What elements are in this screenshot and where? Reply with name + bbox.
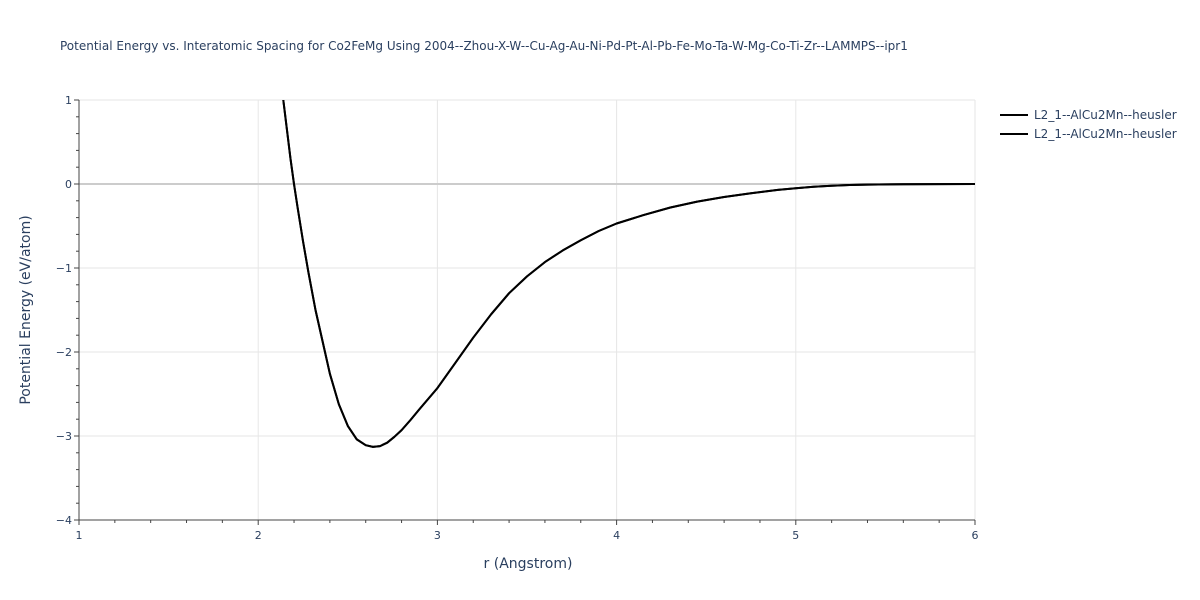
tick-labels: 1 2 3 4 5 6 1 0 −1 −2 −3 −4 bbox=[56, 94, 979, 542]
x-tick-label: 1 bbox=[76, 529, 83, 542]
plot-area bbox=[282, 100, 975, 448]
y-tick-label: 0 bbox=[65, 178, 72, 191]
x-tick-label: 5 bbox=[792, 529, 799, 542]
x-tick-label: 4 bbox=[613, 529, 620, 542]
legend-label: L2_1--AlCu2Mn--heusler bbox=[1034, 127, 1177, 141]
legend[interactable]: L2_1--AlCu2Mn--heusler L2_1--AlCu2Mn--heu… bbox=[1000, 108, 1177, 141]
y-tick-label: −4 bbox=[56, 514, 72, 527]
x-axis-title: r (Angstrom) bbox=[484, 556, 573, 572]
x-tick-label: 3 bbox=[434, 529, 441, 542]
series-line-2 bbox=[282, 100, 975, 448]
grid bbox=[79, 99, 976, 520]
x-tick-label: 6 bbox=[972, 529, 979, 542]
chart-title: Potential Energy vs. Interatomic Spacing… bbox=[60, 39, 908, 53]
legend-label: L2_1--AlCu2Mn--heusler bbox=[1034, 108, 1177, 122]
axes bbox=[74, 99, 976, 525]
x-tick-label: 2 bbox=[255, 529, 262, 542]
y-tick-label: −3 bbox=[56, 430, 72, 443]
series-line-1 bbox=[282, 100, 975, 448]
y-tick-label: −1 bbox=[56, 262, 72, 275]
y-tick-label: −2 bbox=[56, 346, 72, 359]
legend-item-1[interactable]: L2_1--AlCu2Mn--heusler bbox=[1000, 108, 1177, 122]
y-tick-label: 1 bbox=[65, 94, 72, 107]
legend-item-2[interactable]: L2_1--AlCu2Mn--heusler bbox=[1000, 127, 1177, 141]
y-axis-title: Potential Energy (eV/atom) bbox=[18, 215, 34, 404]
